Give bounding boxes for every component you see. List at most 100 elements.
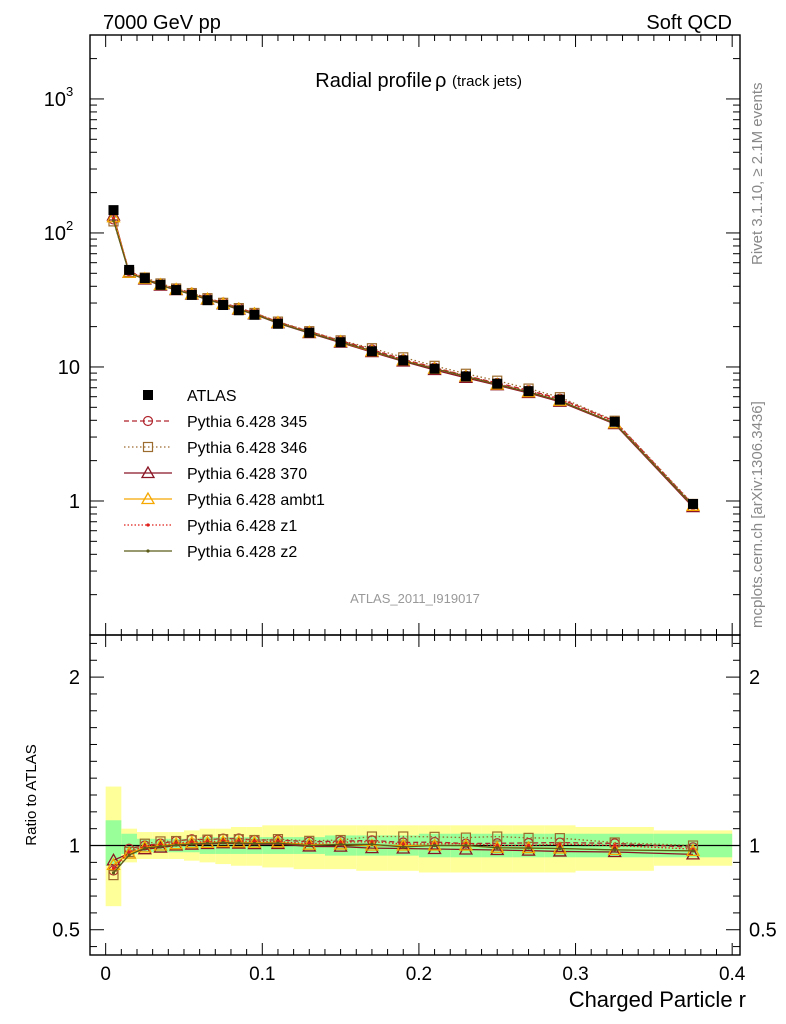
header-left: 7000 GeV pp bbox=[103, 12, 221, 34]
y-tick-label-exponent: 2 bbox=[66, 218, 73, 233]
series-marker bbox=[111, 218, 116, 223]
ratio-series-marker bbox=[247, 835, 262, 848]
ratio-series-marker bbox=[127, 850, 131, 854]
ratio-series-marker bbox=[370, 840, 374, 844]
rivet-version-label: Rivet 3.1.10, ≥ 2.1M events bbox=[749, 83, 766, 266]
ratio-series-marker bbox=[521, 843, 536, 856]
ratio-series-marker bbox=[111, 871, 116, 875]
data-point bbox=[523, 386, 534, 397]
x-tick-label: 0.4 bbox=[719, 964, 746, 985]
ratio-series-marker bbox=[613, 843, 617, 848]
ratio-series-marker bbox=[552, 841, 567, 854]
ratio-series-marker bbox=[495, 846, 499, 850]
y-tick-label-exponent: 3 bbox=[66, 84, 73, 99]
legend-label: Pythia 6.428 ambt1 bbox=[187, 492, 325, 509]
ratio-series-line bbox=[113, 841, 694, 874]
ratio-series-marker bbox=[521, 840, 536, 854]
ratio-series-marker bbox=[174, 843, 178, 847]
y-tick-label: 1 bbox=[69, 491, 80, 513]
ratio-series-marker bbox=[205, 841, 210, 845]
ratio-series-marker bbox=[339, 842, 343, 847]
ratio-series-marker bbox=[339, 840, 343, 844]
ratio-series-marker bbox=[307, 843, 311, 848]
data-point bbox=[171, 285, 182, 296]
x-axis-label: Charged Particle r bbox=[569, 987, 746, 1012]
ratio-series-marker bbox=[526, 843, 531, 848]
y-tick-label: 10 bbox=[58, 357, 80, 379]
data-point bbox=[688, 498, 699, 509]
ratio-series-marker bbox=[398, 831, 409, 842]
main-series-lines bbox=[106, 205, 701, 513]
ratio-series-marker bbox=[458, 842, 474, 855]
series-line bbox=[112, 221, 694, 505]
ratio-series-marker bbox=[276, 841, 280, 845]
ratio-series-line bbox=[113, 842, 694, 861]
ratio-series-marker bbox=[401, 845, 405, 849]
ratio-y-tick-label-right: 2 bbox=[749, 667, 760, 689]
analysis-label: ATLAS_2011_I919017 bbox=[350, 591, 480, 606]
legend-label: Pythia 6.428 370 bbox=[187, 466, 307, 483]
legend-marker bbox=[142, 415, 154, 427]
data-point bbox=[460, 371, 471, 382]
ratio-series-marker bbox=[237, 841, 241, 845]
ratio-series-marker bbox=[333, 839, 348, 852]
ratio-series-marker bbox=[607, 842, 622, 855]
data-point bbox=[186, 289, 197, 300]
data-point bbox=[492, 378, 503, 389]
data-point bbox=[398, 355, 409, 366]
data-point bbox=[554, 394, 565, 405]
legend-data-marker bbox=[143, 390, 153, 400]
ratio-y-tick-label-left: 2 bbox=[69, 667, 80, 689]
data-point bbox=[609, 416, 620, 427]
ratio-series-marker bbox=[333, 837, 348, 850]
ratio-series-marker bbox=[607, 844, 622, 858]
ratio-series-line bbox=[112, 835, 694, 876]
legend-data-label: ATLAS bbox=[187, 388, 237, 405]
ratio-series-marker bbox=[158, 844, 163, 848]
mcplots-label: mcplots.cern.ch [arXiv:1306.3436] bbox=[749, 401, 766, 628]
x-tick-label: 0.1 bbox=[249, 964, 275, 985]
data-point bbox=[335, 337, 346, 348]
ratio-series-lines bbox=[90, 831, 740, 881]
ratio-series-marker bbox=[685, 847, 701, 860]
ratio-y-tick-label-left: 1 bbox=[69, 836, 80, 858]
ratio-series-marker bbox=[526, 846, 531, 850]
ratio-series-marker bbox=[429, 831, 440, 842]
legend-marker bbox=[146, 549, 150, 553]
ratio-series-marker bbox=[111, 866, 116, 870]
data-point bbox=[218, 300, 229, 311]
data-point bbox=[233, 305, 244, 316]
data-point bbox=[155, 279, 166, 290]
data-point bbox=[304, 327, 315, 338]
ratio-band-inner bbox=[105, 820, 122, 866]
ratio-series-marker bbox=[427, 841, 442, 855]
data-point bbox=[124, 264, 135, 275]
ratio-series-marker bbox=[108, 870, 119, 881]
legend-marker bbox=[142, 441, 154, 453]
ratio-y-tick-label-right: 1 bbox=[749, 836, 760, 858]
ratio-series-marker bbox=[396, 841, 411, 854]
chart-title-symbol: ρ bbox=[435, 70, 446, 92]
legend-label: Pythia 6.428 345 bbox=[187, 414, 307, 431]
ratio-series-marker bbox=[221, 841, 225, 845]
ratio-series-marker bbox=[122, 846, 137, 859]
x-tick-label: 0 bbox=[100, 964, 111, 985]
series-line bbox=[112, 219, 694, 506]
data-point bbox=[108, 205, 119, 216]
ratio-y-tick-label-right: 0.5 bbox=[749, 920, 777, 942]
ratio-series-marker bbox=[464, 843, 468, 848]
ratio-series-marker bbox=[558, 846, 562, 851]
ratio-series-marker bbox=[613, 848, 617, 852]
data-point bbox=[429, 363, 440, 374]
ratio-series-marker bbox=[153, 838, 168, 851]
series-line bbox=[112, 220, 694, 507]
ratio-series-marker bbox=[685, 843, 701, 856]
legend-marker bbox=[140, 465, 156, 479]
ratio-series-marker bbox=[401, 842, 405, 846]
ratio-series-marker bbox=[364, 840, 380, 854]
ratio-y-tick-label-left: 0.5 bbox=[52, 920, 80, 942]
data-point bbox=[139, 273, 150, 284]
legend-marker bbox=[140, 491, 156, 505]
